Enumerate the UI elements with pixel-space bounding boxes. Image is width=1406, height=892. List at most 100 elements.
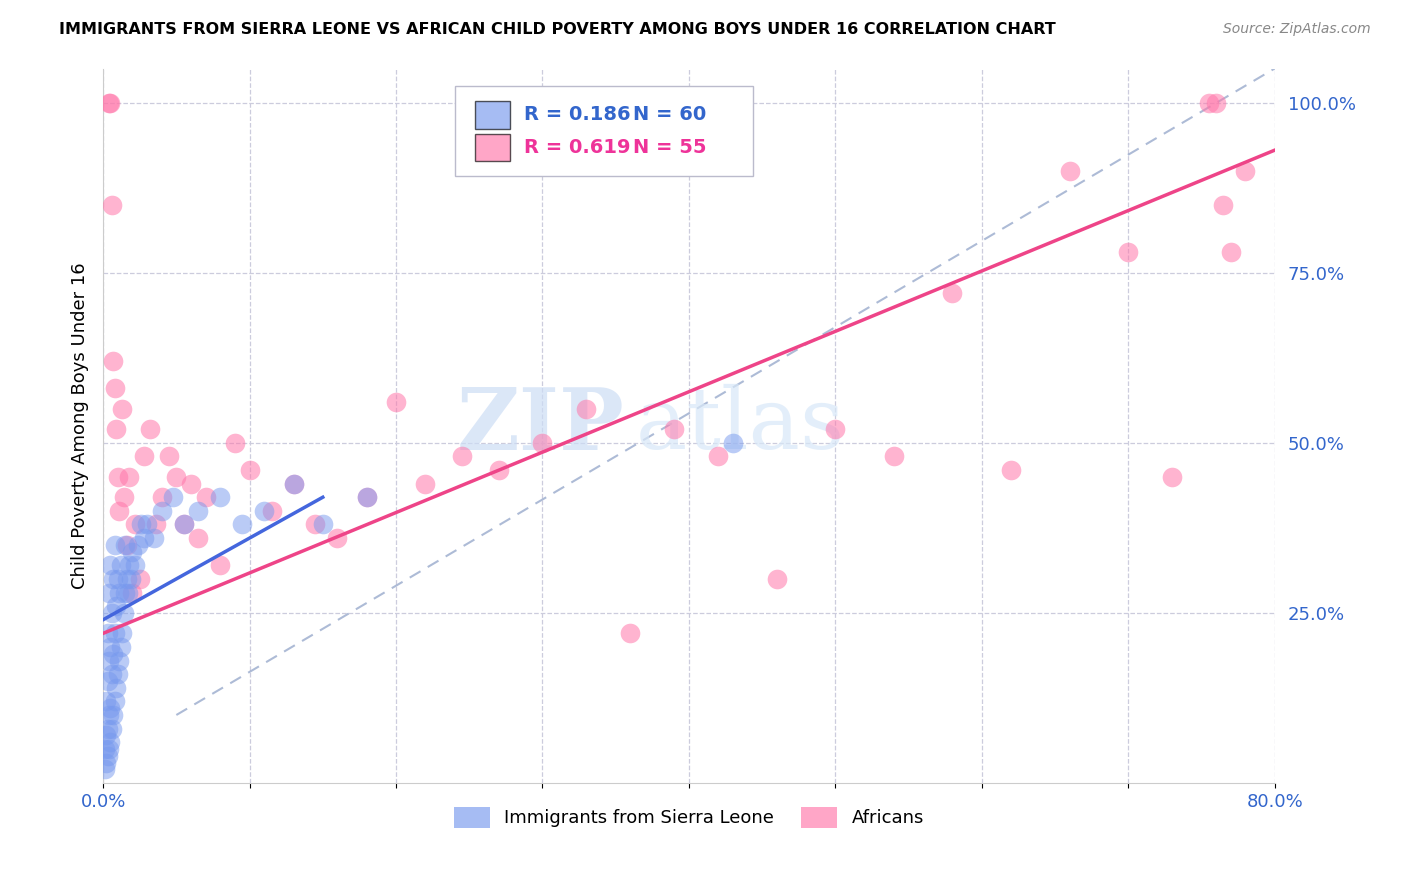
Point bbox=[304, 517, 326, 532]
Point bbox=[326, 531, 349, 545]
Point bbox=[117, 585, 139, 599]
Point bbox=[108, 585, 131, 599]
Text: atlas: atlas bbox=[636, 384, 845, 467]
Point bbox=[187, 531, 209, 545]
Point bbox=[114, 538, 136, 552]
Point bbox=[173, 517, 195, 532]
Point bbox=[101, 197, 124, 211]
Point bbox=[108, 504, 131, 518]
Point bbox=[98, 585, 121, 599]
Point bbox=[385, 395, 408, 409]
FancyBboxPatch shape bbox=[474, 102, 509, 128]
Point bbox=[283, 476, 305, 491]
Point bbox=[93, 763, 115, 777]
Point bbox=[108, 654, 131, 668]
Point bbox=[101, 667, 124, 681]
Point bbox=[143, 531, 166, 545]
Point bbox=[173, 517, 195, 532]
Point bbox=[1059, 163, 1081, 178]
Point bbox=[1116, 245, 1139, 260]
Point bbox=[1212, 197, 1234, 211]
Point bbox=[180, 476, 202, 491]
Point bbox=[1234, 163, 1257, 178]
Point bbox=[824, 422, 846, 436]
Point bbox=[93, 742, 115, 756]
Point bbox=[107, 667, 129, 681]
FancyBboxPatch shape bbox=[454, 87, 754, 176]
Point bbox=[231, 517, 253, 532]
Point bbox=[162, 490, 184, 504]
Point bbox=[100, 701, 122, 715]
Point bbox=[101, 722, 124, 736]
Point bbox=[765, 572, 787, 586]
Point bbox=[224, 435, 246, 450]
Point bbox=[96, 748, 118, 763]
Point bbox=[94, 756, 117, 770]
Point bbox=[98, 654, 121, 668]
Point bbox=[134, 450, 156, 464]
Point bbox=[1161, 470, 1184, 484]
Point bbox=[707, 450, 730, 464]
Point bbox=[1219, 245, 1241, 260]
Point bbox=[100, 735, 122, 749]
Point bbox=[115, 538, 138, 552]
Point bbox=[124, 517, 146, 532]
Point bbox=[104, 538, 127, 552]
Point bbox=[100, 558, 122, 573]
Point bbox=[129, 517, 152, 532]
Point bbox=[721, 435, 744, 450]
Point bbox=[531, 435, 554, 450]
Point bbox=[103, 572, 125, 586]
Point bbox=[136, 517, 159, 532]
Point bbox=[134, 531, 156, 545]
Point bbox=[124, 558, 146, 573]
Point bbox=[98, 742, 121, 756]
Point bbox=[488, 463, 510, 477]
Point bbox=[120, 572, 142, 586]
Point bbox=[103, 708, 125, 723]
Point bbox=[104, 626, 127, 640]
Point bbox=[110, 558, 132, 573]
Point bbox=[94, 694, 117, 708]
Point bbox=[115, 572, 138, 586]
Point bbox=[187, 504, 209, 518]
Point bbox=[100, 640, 122, 654]
Point bbox=[150, 504, 173, 518]
Point bbox=[194, 490, 217, 504]
Point bbox=[145, 517, 167, 532]
Point bbox=[883, 450, 905, 464]
Point bbox=[127, 538, 149, 552]
Point bbox=[941, 286, 963, 301]
Point bbox=[98, 708, 121, 723]
Point bbox=[150, 490, 173, 504]
Point bbox=[107, 470, 129, 484]
Point bbox=[118, 558, 141, 573]
Point bbox=[105, 681, 128, 695]
Point bbox=[103, 647, 125, 661]
Point bbox=[98, 95, 121, 110]
Point bbox=[128, 572, 150, 586]
Point bbox=[104, 381, 127, 395]
Point bbox=[121, 544, 143, 558]
Point bbox=[1000, 463, 1022, 477]
Point bbox=[283, 476, 305, 491]
Text: R = 0.186: R = 0.186 bbox=[523, 105, 630, 125]
Point bbox=[664, 422, 686, 436]
Point bbox=[105, 422, 128, 436]
Point bbox=[118, 470, 141, 484]
Y-axis label: Child Poverty Among Boys Under 16: Child Poverty Among Boys Under 16 bbox=[72, 262, 89, 589]
Text: Source: ZipAtlas.com: Source: ZipAtlas.com bbox=[1223, 22, 1371, 37]
Point bbox=[209, 558, 232, 573]
Point bbox=[96, 722, 118, 736]
FancyBboxPatch shape bbox=[474, 135, 509, 161]
Point bbox=[239, 463, 262, 477]
Point bbox=[105, 599, 128, 614]
Point bbox=[96, 626, 118, 640]
Point bbox=[209, 490, 232, 504]
Point bbox=[1198, 95, 1220, 110]
Point bbox=[312, 517, 335, 532]
Text: IMMIGRANTS FROM SIERRA LEONE VS AFRICAN CHILD POVERTY AMONG BOYS UNDER 16 CORREL: IMMIGRANTS FROM SIERRA LEONE VS AFRICAN … bbox=[59, 22, 1056, 37]
Point bbox=[104, 694, 127, 708]
Legend: Immigrants from Sierra Leone, Africans: Immigrants from Sierra Leone, Africans bbox=[447, 799, 931, 835]
Point bbox=[619, 626, 641, 640]
